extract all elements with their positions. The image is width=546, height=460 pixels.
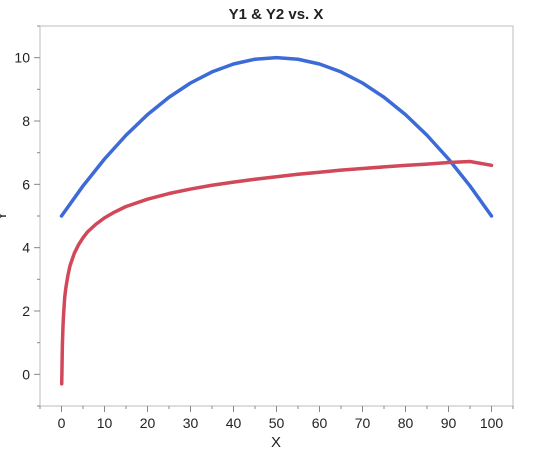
x-tick-label: 0 — [58, 415, 66, 431]
x-tick-label: 70 — [355, 415, 371, 431]
y-tick-label: 0 — [22, 366, 30, 382]
y-tick-label: 10 — [14, 50, 30, 66]
y-tick-label: 8 — [22, 113, 30, 129]
y-tick-label: 6 — [22, 176, 30, 192]
x-axis: 0 10 20 30 40 50 60 70 80 90 100 — [39, 406, 514, 431]
x-axis-title: X — [271, 434, 281, 451]
x-tick-label: 50 — [269, 415, 285, 431]
x-tick-label: 40 — [226, 415, 242, 431]
x-tick-label: 30 — [183, 415, 199, 431]
y-axis-title: Y — [0, 211, 10, 221]
y-tick-label: 4 — [22, 240, 30, 256]
y-tick-label: 2 — [22, 303, 30, 319]
chart-title: Y1 & Y2 vs. X — [229, 6, 324, 23]
x-tick-label: 100 — [480, 415, 504, 431]
series-lines — [59, 55, 494, 386]
x-tick-label: 80 — [398, 415, 414, 431]
series-line-y1 — [59, 55, 494, 218]
y-axis: 0 2 4 6 8 10 — [14, 25, 40, 407]
x-tick-label: 60 — [312, 415, 328, 431]
x-tick-label: 10 — [97, 415, 113, 431]
x-tick-label: 90 — [441, 415, 457, 431]
series-line-y2 — [59, 159, 494, 386]
x-tick-label: 20 — [140, 415, 156, 431]
